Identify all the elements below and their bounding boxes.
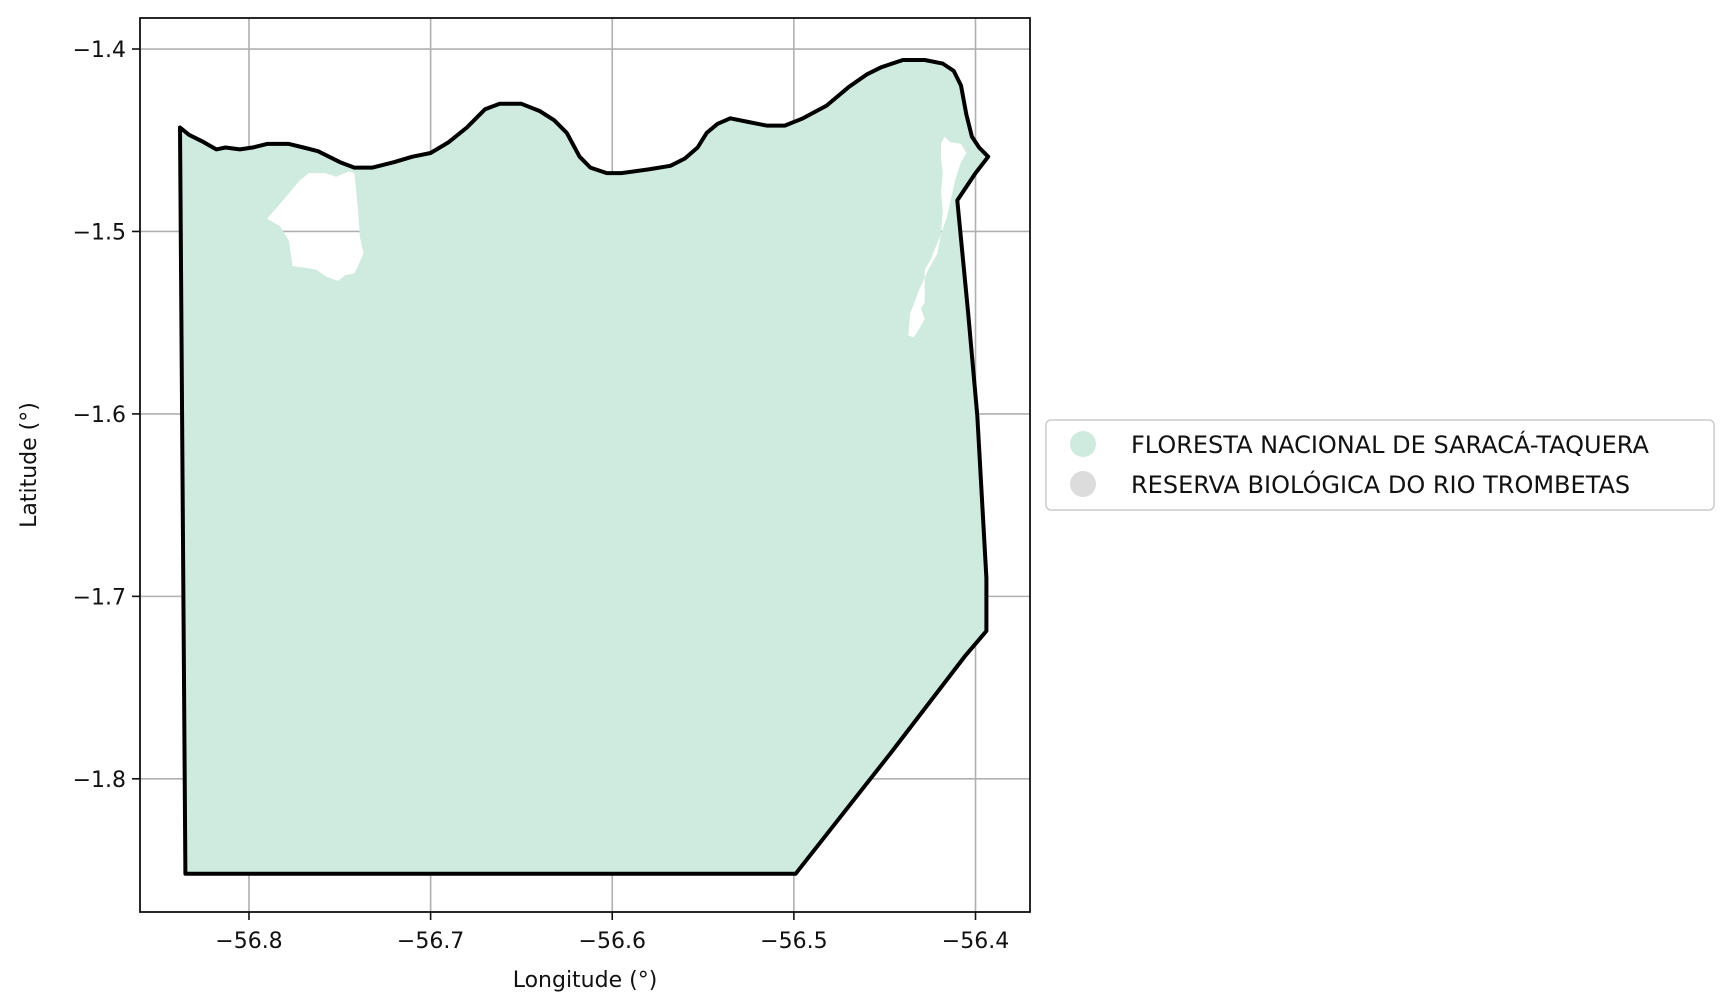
- axis-ticks: −56.8 −56.7 −56.6 −56.5 −56.4 −1.4 −1.5 −1.6 −1.…: [73, 38, 1010, 954]
- legend: FLORESTA NACIONAL DE SARACÁ-TAQUERA RESE…: [1045, 419, 1715, 511]
- x-tick-label: −56.4: [942, 929, 1009, 954]
- legend-label-saraca-taquera: FLORESTA NACIONAL DE SARACÁ-TAQUERA: [1131, 430, 1649, 459]
- x-tick-label: −56.5: [760, 929, 827, 954]
- x-tick-label: −56.8: [215, 929, 282, 954]
- x-tick-label: −56.7: [397, 929, 464, 954]
- saraca-taquera-area[interactable]: [180, 60, 989, 874]
- y-tick-label: −1.6: [73, 403, 126, 428]
- legend-marker-saraca-taquera: [1070, 431, 1096, 457]
- y-axis-title: Latitude (°): [17, 402, 42, 528]
- y-tick-label: −1.7: [73, 585, 126, 610]
- plot-frame: [139, 17, 1031, 913]
- y-tick-label: −1.5: [73, 220, 126, 245]
- legend-label-rio-trombetas: RESERVA BIOLÓGICA DO RIO TROMBETAS: [1131, 469, 1630, 499]
- x-axis-title: Longitude (°): [513, 968, 658, 993]
- legend-marker-rio-trombetas: [1070, 471, 1096, 497]
- legend-box: [1045, 419, 1715, 511]
- x-tick-label: −56.6: [579, 929, 646, 954]
- y-tick-label: −1.4: [73, 38, 126, 63]
- saraca-taquera-boundary: [178, 58, 991, 876]
- y-tick-label: −1.8: [73, 768, 126, 793]
- protected-areas-layer: [178, 58, 991, 876]
